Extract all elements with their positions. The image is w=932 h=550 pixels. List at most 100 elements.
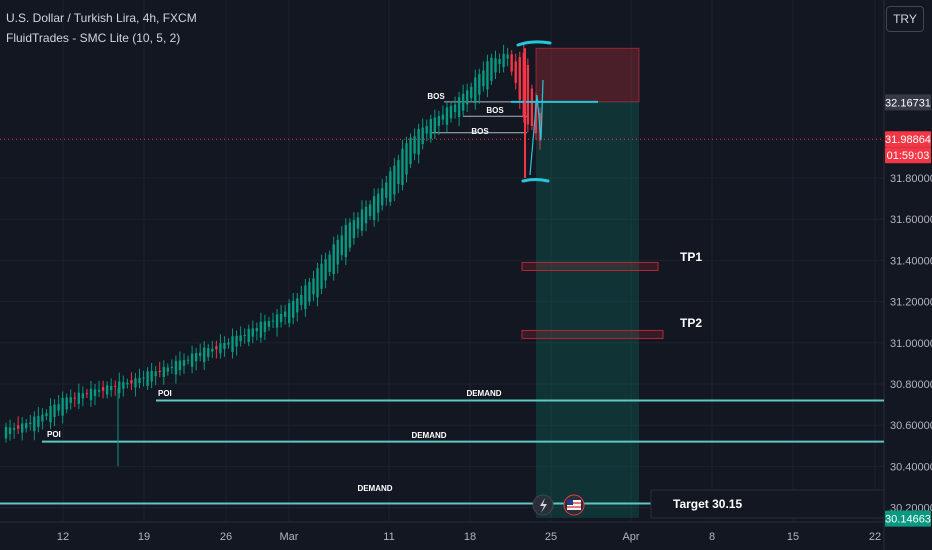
candle-body	[215, 346, 218, 350]
y-tick-label: 30.80000	[890, 379, 932, 391]
candle-body	[360, 209, 364, 231]
candle-body	[122, 382, 125, 389]
candle-body	[158, 370, 161, 373]
candle-body	[219, 343, 222, 354]
candle-body	[522, 52, 526, 118]
bos-label: BOS	[486, 106, 504, 115]
candle-body	[287, 303, 291, 324]
x-tick-label: Mar	[280, 531, 299, 543]
candle-body	[461, 93, 465, 111]
tp1-box	[521, 261, 659, 271]
target-label: Target 30.15	[673, 497, 742, 511]
candle-body	[194, 353, 198, 362]
candle-body	[12, 428, 16, 430]
candle-body	[57, 404, 60, 411]
candle-body	[279, 313, 283, 323]
candle-body	[89, 388, 93, 401]
candle-body	[223, 342, 226, 349]
candle-body	[389, 171, 392, 202]
x-tick-label: 11	[383, 531, 394, 543]
candle-body	[49, 406, 52, 423]
price-tag	[885, 510, 931, 527]
candle-body	[486, 61, 489, 90]
drawn-mark-bottom	[521, 178, 550, 183]
demand-label: DEMAND	[357, 484, 392, 493]
candle-body	[20, 423, 24, 433]
y-tick-label: 31.40000	[890, 255, 932, 267]
poi-label: POI	[158, 389, 172, 398]
price-tag	[885, 147, 931, 164]
symbol-title: U.S. Dollar / Turkish Lira, 4h, FXCM	[6, 11, 197, 25]
candle-body	[530, 88, 534, 126]
x-tick-label: 25	[545, 531, 557, 543]
candle-body	[65, 397, 68, 410]
candle-body	[445, 107, 449, 125]
candle-body	[203, 347, 206, 363]
candle-body	[166, 367, 170, 372]
x-tick-label: 22	[869, 531, 881, 543]
candle-body	[275, 314, 279, 328]
candle-body	[429, 118, 432, 139]
price-tag-label: 32.16731	[885, 97, 931, 109]
candle-body	[409, 137, 412, 165]
take-profit-zone	[536, 101, 639, 518]
bos-label: BOS	[427, 92, 445, 101]
candle-body	[340, 235, 343, 256]
candle-body	[33, 416, 36, 432]
candle-body	[296, 298, 299, 313]
candle-body	[393, 165, 396, 195]
candle-body	[4, 426, 8, 439]
x-tick-label: 26	[220, 531, 232, 543]
price-tag	[885, 94, 931, 111]
candle-body	[235, 335, 238, 347]
candle-body	[73, 397, 76, 399]
candle-body	[154, 371, 157, 377]
candle-body	[376, 193, 380, 213]
candle-body	[502, 53, 505, 68]
price-tag-label: 31.98864	[885, 134, 931, 146]
demand-label: DEMAND	[466, 389, 501, 398]
candle-body	[405, 143, 408, 175]
candle-body	[474, 77, 477, 104]
candle-body	[45, 413, 48, 417]
candle-body	[385, 182, 388, 198]
candle-body	[105, 385, 109, 395]
currency-button[interactable]: TRY	[886, 6, 924, 32]
candle-body	[182, 360, 186, 366]
candle-body	[328, 254, 331, 272]
candle-body	[109, 386, 113, 391]
candle-body	[324, 259, 327, 281]
candle-body	[16, 425, 20, 429]
candle-body	[425, 126, 428, 134]
candle-body	[271, 320, 275, 322]
candle-body	[142, 377, 145, 379]
candle-body	[348, 222, 352, 248]
x-tick-label: 8	[709, 531, 715, 543]
poi-label: POI	[47, 430, 61, 439]
us-flag-icon-body	[567, 500, 581, 510]
candle-body	[85, 393, 89, 395]
candle-body	[356, 217, 360, 229]
y-tick-label: 31.20000	[890, 297, 932, 309]
candle-body	[368, 204, 372, 216]
candle-body	[457, 97, 461, 118]
candle-body	[401, 148, 404, 186]
candle-body	[263, 321, 267, 333]
tp2-label: TP2	[680, 316, 702, 330]
candle-body	[130, 380, 133, 384]
x-tick-label: 12	[57, 531, 69, 543]
candle-body	[251, 328, 254, 337]
candle-body	[186, 359, 190, 361]
x-tick-label: 15	[787, 531, 799, 543]
candle-body	[170, 367, 174, 369]
candle-body	[397, 160, 400, 185]
y-tick-label: 30.60000	[890, 420, 932, 432]
candle-body	[372, 196, 376, 221]
candle-body	[247, 328, 250, 342]
demand-label: DEMAND	[411, 431, 446, 440]
candle-body	[312, 278, 315, 295]
candle-body	[69, 397, 72, 403]
candle-body	[37, 416, 40, 427]
